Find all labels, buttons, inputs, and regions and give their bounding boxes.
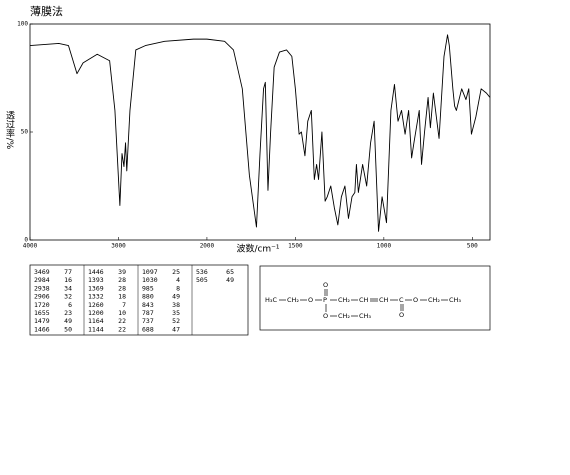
atom: CH₂ bbox=[287, 296, 299, 304]
peak-wavenumber: 843 bbox=[142, 301, 154, 309]
peak-transmittance: 34 bbox=[64, 284, 72, 292]
x-tick-label: 1500 bbox=[288, 243, 303, 250]
atom: H₃C bbox=[265, 296, 277, 304]
peak-transmittance: 38 bbox=[172, 301, 180, 309]
x-tick-label: 4000 bbox=[23, 243, 38, 250]
peak-transmittance: 23 bbox=[64, 309, 72, 317]
peak-wavenumber: 505 bbox=[196, 276, 208, 284]
peak-wavenumber: 1097 bbox=[142, 268, 158, 276]
peak-transmittance: 7 bbox=[122, 301, 126, 309]
peak-table: 3469 77 2984 16 2938 34 2906 32 1720 6 1655 23 1479 4… bbox=[34, 265, 234, 335]
y-tick-label: 0 bbox=[24, 237, 28, 244]
peak-wavenumber: 1393 bbox=[88, 276, 104, 284]
peak-transmittance: 16 bbox=[64, 276, 72, 284]
atom: C bbox=[399, 296, 404, 304]
x-tick-label: 3000 bbox=[111, 243, 126, 250]
peak-wavenumber: 1200 bbox=[88, 309, 104, 317]
peak-wavenumber: 536 bbox=[196, 268, 208, 276]
peak-wavenumber: 1655 bbox=[34, 309, 50, 317]
peak-transmittance: 25 bbox=[172, 268, 180, 276]
peak-transmittance: 4 bbox=[176, 276, 180, 284]
peak-transmittance: 77 bbox=[64, 268, 72, 276]
peak-transmittance: 6 bbox=[68, 301, 72, 309]
peak-wavenumber: 3469 bbox=[34, 268, 50, 276]
atom: CH bbox=[359, 296, 369, 304]
peak-transmittance: 65 bbox=[226, 268, 234, 276]
peak-transmittance: 49 bbox=[172, 293, 180, 301]
atom: CH₂ bbox=[428, 296, 440, 304]
peak-wavenumber: 880 bbox=[142, 293, 154, 301]
peak-wavenumber: 2984 bbox=[34, 276, 50, 284]
peak-wavenumber: 1479 bbox=[34, 317, 50, 325]
x-tick-label: 2000 bbox=[200, 243, 215, 250]
atom: O bbox=[399, 311, 404, 319]
peak-transmittance: 8 bbox=[176, 284, 180, 292]
peak-transmittance: 35 bbox=[172, 309, 180, 317]
x-axis-label: 波数/cm⁻¹ bbox=[236, 243, 279, 255]
y-tick-label: 50 bbox=[21, 129, 29, 136]
atom: CH₃ bbox=[359, 312, 371, 320]
peak-transmittance: 49 bbox=[64, 317, 72, 325]
peak-table-frame bbox=[29, 264, 249, 336]
y-tick-label: 100 bbox=[17, 21, 28, 28]
atom: O bbox=[308, 296, 313, 304]
peak-transmittance: 22 bbox=[118, 325, 126, 333]
peak-transmittance: 28 bbox=[118, 276, 126, 284]
atom: O bbox=[323, 281, 328, 289]
peak-wavenumber: 688 bbox=[142, 325, 154, 333]
peak-wavenumber: 1369 bbox=[88, 284, 104, 292]
chart: 4000 3000 2000 1500 1000 500 0 50 100 bbox=[17, 21, 491, 250]
plot-frame bbox=[29, 23, 491, 241]
atom: CH₂ bbox=[338, 296, 350, 304]
peak-wavenumber: 2938 bbox=[34, 284, 50, 292]
y-axis-label: 透过率/% bbox=[4, 111, 15, 150]
peak-transmittance: 18 bbox=[118, 293, 126, 301]
spectrum-line bbox=[29, 34, 491, 232]
peak-wavenumber: 985 bbox=[142, 284, 154, 292]
atom: CH₃ bbox=[449, 296, 461, 304]
peak-transmittance: 10 bbox=[118, 309, 126, 317]
peak-transmittance: 28 bbox=[118, 284, 126, 292]
peak-transmittance: 39 bbox=[118, 268, 126, 276]
atom: CH bbox=[379, 296, 389, 304]
peak-transmittance: 22 bbox=[118, 317, 126, 325]
peak-transmittance: 52 bbox=[172, 317, 180, 325]
peak-transmittance: 32 bbox=[64, 293, 72, 301]
peak-wavenumber: 1332 bbox=[88, 293, 104, 301]
peak-wavenumber: 1030 bbox=[142, 276, 158, 284]
peak-transmittance: 47 bbox=[172, 325, 180, 333]
peak-wavenumber: 1720 bbox=[34, 301, 50, 309]
peak-wavenumber: 1260 bbox=[88, 301, 104, 309]
peak-transmittance: 49 bbox=[226, 276, 234, 284]
peak-wavenumber: 1144 bbox=[88, 325, 104, 333]
peak-wavenumber: 1466 bbox=[34, 325, 50, 333]
atom: P bbox=[323, 296, 327, 304]
peak-transmittance: 50 bbox=[64, 325, 72, 333]
atom: O bbox=[413, 296, 418, 304]
peak-wavenumber: 1446 bbox=[88, 268, 104, 276]
structure-frame bbox=[259, 265, 491, 331]
structure: H₃C CH₂ O P CH₂ CH CH C O CH₂ CH₃ O O CH… bbox=[265, 281, 461, 320]
atom: O bbox=[323, 312, 328, 320]
peak-wavenumber: 737 bbox=[142, 317, 154, 325]
chart-title: 薄膜法 bbox=[30, 4, 63, 18]
atom: CH₂ bbox=[338, 312, 350, 320]
peak-wavenumber: 2906 bbox=[34, 293, 50, 301]
peak-wavenumber: 1164 bbox=[88, 317, 104, 325]
x-tick-label: 1000 bbox=[377, 243, 392, 250]
x-tick-label: 500 bbox=[467, 243, 478, 250]
peak-wavenumber: 787 bbox=[142, 309, 154, 317]
